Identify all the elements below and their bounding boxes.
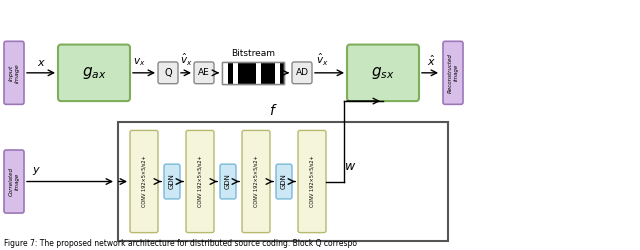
Text: $v_x$: $v_x$: [133, 57, 145, 68]
Text: $g_{ax}$: $g_{ax}$: [82, 65, 106, 81]
FancyBboxPatch shape: [4, 41, 24, 104]
FancyBboxPatch shape: [58, 44, 130, 101]
Text: Correlated
Image: Correlated Image: [8, 167, 20, 196]
Text: CONV 192×5×5/s2+: CONV 192×5×5/s2+: [198, 156, 202, 208]
FancyBboxPatch shape: [292, 62, 312, 84]
Bar: [275, 62, 280, 84]
FancyBboxPatch shape: [186, 130, 214, 232]
Text: Input
Image: Input Image: [8, 63, 20, 83]
FancyBboxPatch shape: [130, 130, 158, 232]
Bar: [222, 62, 228, 84]
Bar: [256, 62, 261, 84]
Text: CONV 192×5×5/s2+: CONV 192×5×5/s2+: [253, 156, 259, 208]
Bar: [222, 62, 284, 84]
FancyBboxPatch shape: [298, 130, 326, 232]
FancyBboxPatch shape: [158, 62, 178, 84]
Text: CONV 192×5×5/s2+: CONV 192×5×5/s2+: [141, 156, 147, 208]
Text: $x$: $x$: [36, 58, 45, 68]
FancyBboxPatch shape: [4, 150, 24, 213]
Text: Q: Q: [164, 68, 172, 78]
Text: $\hat{v}_x$: $\hat{v}_x$: [180, 52, 193, 68]
Text: CONV 192×5×5/s2+: CONV 192×5×5/s2+: [310, 156, 314, 208]
FancyBboxPatch shape: [164, 164, 180, 199]
Bar: [222, 62, 284, 84]
FancyBboxPatch shape: [276, 164, 292, 199]
Text: GDN: GDN: [225, 174, 231, 190]
Text: $w$: $w$: [344, 160, 356, 173]
Bar: [118, 122, 448, 241]
FancyBboxPatch shape: [194, 62, 214, 84]
FancyBboxPatch shape: [242, 130, 270, 232]
FancyBboxPatch shape: [347, 44, 419, 101]
FancyBboxPatch shape: [443, 41, 463, 104]
FancyBboxPatch shape: [220, 164, 236, 199]
Text: Bitstream: Bitstream: [231, 48, 275, 58]
Text: $\hat{v}_x$: $\hat{v}_x$: [316, 52, 328, 68]
Text: GDN: GDN: [169, 174, 175, 190]
Text: Figure 7: The proposed network architecture for distributed source coding. Block: Figure 7: The proposed network architect…: [4, 239, 357, 248]
Text: $y$: $y$: [32, 165, 41, 177]
Text: $\hat{x}$: $\hat{x}$: [427, 54, 436, 68]
Text: $f$: $f$: [269, 104, 277, 118]
Text: AD: AD: [296, 68, 308, 77]
Bar: [233, 62, 238, 84]
Text: AE: AE: [198, 68, 210, 77]
Text: $g_{sx}$: $g_{sx}$: [371, 65, 395, 81]
Text: GDN: GDN: [281, 174, 287, 190]
Text: Reconstructed
Image: Reconstructed Image: [447, 53, 459, 93]
